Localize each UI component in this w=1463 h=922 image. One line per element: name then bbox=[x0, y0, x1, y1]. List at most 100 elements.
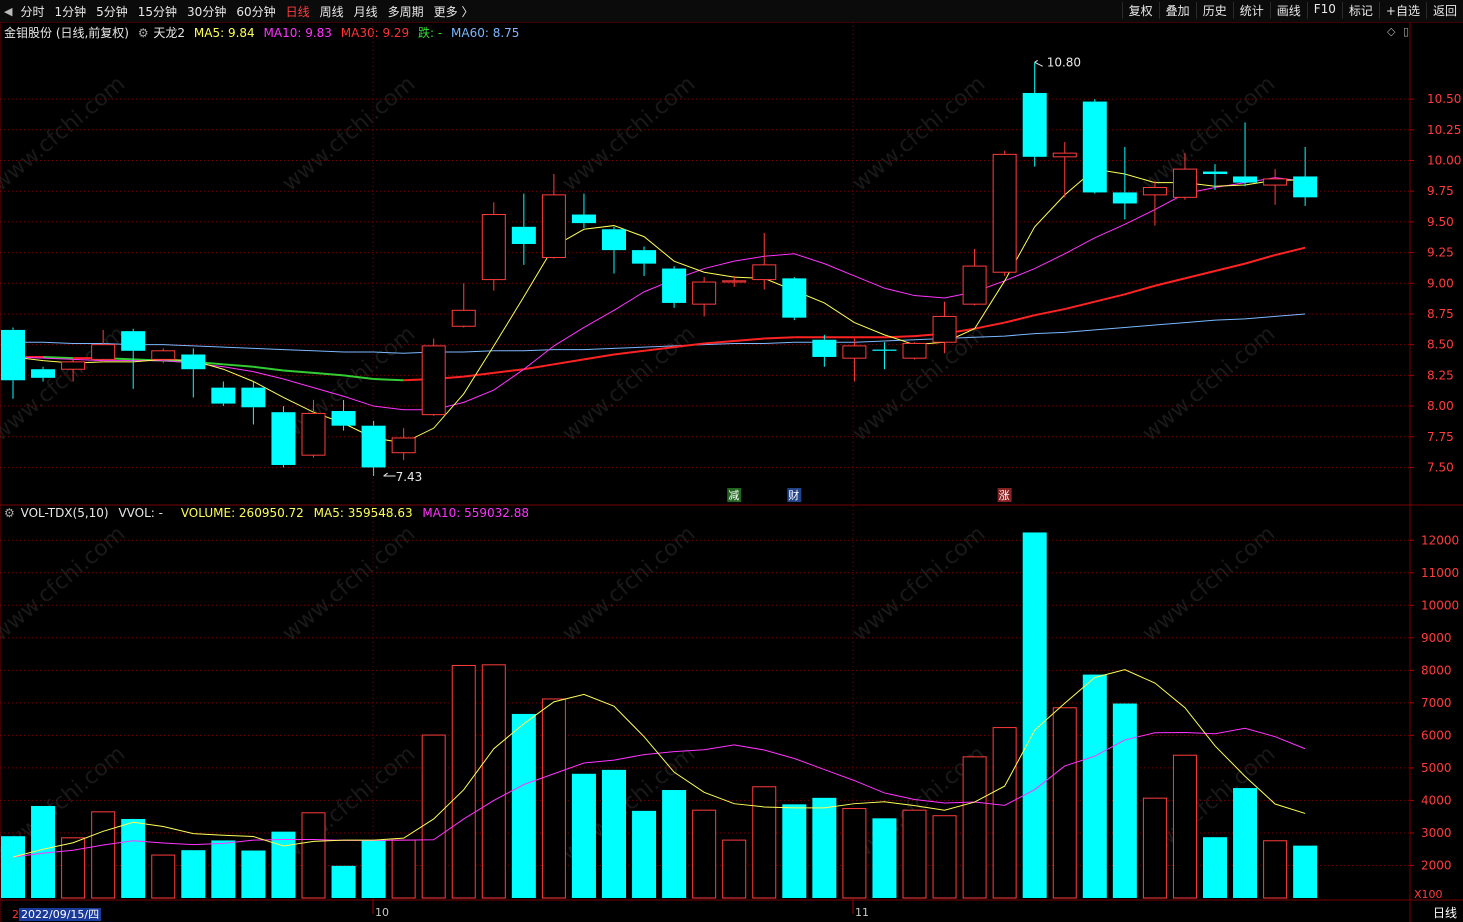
candle-body-down bbox=[1082, 101, 1107, 193]
ma30-segment bbox=[1244, 254, 1276, 265]
period-tab[interactable]: 月线 bbox=[353, 5, 378, 19]
volume-bar-up bbox=[992, 727, 1017, 899]
candle-body-up bbox=[1172, 168, 1197, 198]
diamond-icon[interactable]: ◇ bbox=[1386, 25, 1396, 38]
period-tab[interactable]: 15分钟 bbox=[137, 5, 178, 19]
candle-body-down bbox=[211, 387, 236, 404]
ma30-segment bbox=[553, 358, 585, 366]
vol-indicator-name[interactable]: VOL-TDX(5,10) bbox=[20, 506, 109, 520]
vol-settings-gear-icon[interactable]: ⚙ bbox=[4, 506, 15, 520]
volume-bar-up bbox=[91, 811, 116, 899]
candle-body-up bbox=[722, 280, 747, 283]
watermark-text: www.cfchi.com bbox=[0, 71, 130, 196]
candle-body-up bbox=[301, 412, 326, 456]
toolbar-button[interactable]: 历史 bbox=[1195, 2, 1233, 19]
candle-body-down bbox=[1203, 171, 1227, 175]
volume-bar-up bbox=[541, 698, 566, 899]
action-toolbar: 复权 叠加 历史 统计 画线 F10 标记 +自选 返回 bbox=[1121, 2, 1463, 19]
toolbar-button[interactable]: 画线 bbox=[1269, 2, 1307, 19]
price-axis-label: 9.50 bbox=[1427, 215, 1454, 229]
period-tab[interactable]: 5分钟 bbox=[96, 5, 128, 19]
volume-bar-down bbox=[1082, 674, 1107, 898]
high-arrow-icon bbox=[1034, 59, 1043, 67]
vvol-value: VVOL: - bbox=[118, 506, 163, 520]
ma10-line bbox=[12, 177, 1306, 411]
period-tab[interactable]: 周线 bbox=[319, 5, 344, 19]
kline-chart[interactable]: 10.50 10.25 10.00 9.75 9.50 9.25 9.00 8.75 8.50 8… bbox=[0, 22, 1463, 922]
candle-body-up bbox=[541, 194, 566, 258]
period-tab[interactable]: 60分钟 bbox=[236, 5, 276, 19]
volume-bar-up bbox=[481, 664, 506, 899]
price-axis-label: 10.25 bbox=[1427, 123, 1461, 137]
toolbar-button[interactable]: 复权 bbox=[1121, 2, 1159, 19]
volume-info-bar: ⚙ VOL-TDX(5,10) VVOL: - VOLUME: 260950.7… bbox=[4, 506, 535, 520]
ma5-value: MA5: 9.84 bbox=[193, 26, 255, 40]
ma30-segment bbox=[704, 339, 735, 345]
toolbar-button[interactable]: 返回 bbox=[1425, 2, 1463, 19]
ma30-segment bbox=[1184, 270, 1216, 280]
volume-bar-down bbox=[241, 850, 266, 898]
toolbar-button[interactable]: 标记 bbox=[1341, 2, 1379, 19]
candle-body-up bbox=[421, 345, 446, 416]
period-toolbar: ◀ 分时 1分钟 5分钟 15分钟 30分钟 60分钟 日线 周线 月线 多周期 更多 〉 复权 叠加历… bbox=[0, 0, 1463, 23]
volume-bar-up bbox=[421, 734, 446, 899]
candle-body-up bbox=[992, 153, 1017, 273]
volume-bar-up bbox=[932, 815, 957, 899]
ma10-value: MA10: 9.83 bbox=[263, 26, 332, 40]
watermark-text: www.cfchi.com bbox=[278, 71, 420, 196]
volume-bar-up bbox=[692, 809, 717, 899]
toolbar-button[interactable]: F10 bbox=[1306, 2, 1342, 19]
volume-bar-down bbox=[181, 850, 206, 898]
volume-bar-down bbox=[211, 840, 236, 898]
volume-bar-down bbox=[872, 818, 897, 898]
period-tab[interactable]: 1分钟 bbox=[54, 5, 87, 19]
volume-axis-label: 5000 bbox=[1421, 761, 1452, 775]
high-price-label: 10.80 bbox=[1047, 55, 1081, 69]
low-arrow-icon bbox=[383, 472, 396, 477]
volume-bar-down bbox=[1112, 703, 1137, 898]
stock-title[interactable]: 金钼股份 (日线,前复权) bbox=[4, 26, 129, 40]
toolbar-button[interactable]: 统计 bbox=[1232, 2, 1270, 19]
candle-body-down bbox=[1233, 176, 1258, 183]
low-price-label: 7.43 bbox=[396, 470, 423, 484]
period-tab[interactable]: 多周期 bbox=[387, 5, 424, 19]
toolbar-button[interactable]: 叠加 bbox=[1158, 2, 1196, 19]
period-tab[interactable]: 更多 〉 bbox=[433, 5, 474, 19]
vol-ma10-value: MA10: 559032.88 bbox=[422, 506, 530, 520]
trend-status: 跌: - bbox=[418, 26, 443, 40]
event-marker: 减 bbox=[728, 489, 739, 502]
candle-body-up bbox=[842, 345, 867, 359]
volume-bar-down bbox=[361, 840, 386, 898]
volume-bar-down bbox=[571, 773, 596, 898]
period-tab[interactable]: 30分钟 bbox=[187, 5, 227, 19]
candle-body-up bbox=[692, 281, 717, 305]
volume-bar-up bbox=[451, 664, 476, 899]
price-axis-label: 8.25 bbox=[1427, 368, 1454, 382]
volume-axis-label: 9000 bbox=[1421, 631, 1452, 645]
period-tab[interactable]: 日线 bbox=[285, 5, 310, 19]
volume-bar-down bbox=[662, 790, 687, 898]
month-label: 10 bbox=[375, 906, 389, 919]
event-marker: 财 bbox=[788, 488, 799, 502]
panel-maximize-icon[interactable]: ▯ bbox=[1402, 25, 1409, 38]
settings-gear-icon[interactable]: ⚙ bbox=[137, 26, 149, 40]
candle-body-up bbox=[932, 315, 957, 343]
bottom-period-tab[interactable]: 日线 bbox=[1432, 906, 1457, 920]
price-axis-label: 9.00 bbox=[1427, 276, 1454, 290]
volume-bar-up bbox=[1052, 707, 1077, 899]
candle-body-down bbox=[602, 229, 626, 251]
ma30-segment bbox=[463, 371, 494, 378]
panel-controls: ◇ ▯ bbox=[1387, 25, 1409, 38]
ma30-segment bbox=[1274, 246, 1306, 257]
candle-body-up bbox=[61, 361, 86, 370]
candle-body-up bbox=[391, 437, 416, 454]
indicator-name[interactable]: 天龙2 bbox=[153, 26, 186, 40]
ma30-value: MA30: 9.29 bbox=[340, 26, 410, 40]
volume-axis-label: 10000 bbox=[1421, 598, 1459, 612]
candle-body-up bbox=[902, 342, 927, 359]
price-axis-label: 8.50 bbox=[1427, 338, 1454, 352]
period-tab[interactable]: 分时 bbox=[20, 5, 45, 19]
nav-back-arrow-icon[interactable]: ◀ bbox=[4, 5, 13, 18]
toolbar-button[interactable]: +自选 bbox=[1378, 2, 1426, 19]
ma60-line bbox=[13, 313, 1306, 354]
